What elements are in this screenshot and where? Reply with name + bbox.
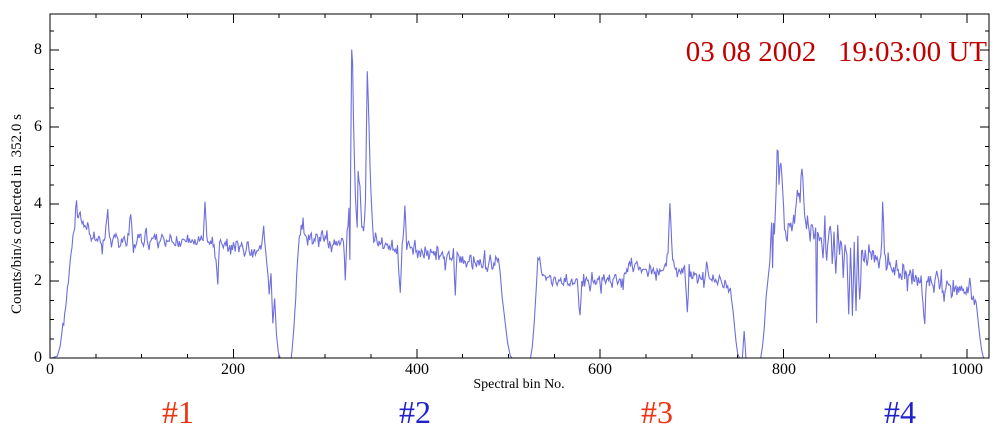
y-tick-label-6: 6 [34, 118, 42, 135]
x-tick-label-800: 800 [772, 361, 796, 378]
segment-label-4: #4 [884, 394, 916, 430]
datetime-label: 03 08 2002 19:03:00 UT [685, 36, 987, 68]
plot-frame [49, 13, 990, 359]
segment-label-3: #3 [641, 394, 673, 430]
x-tick-label-400: 400 [405, 361, 429, 378]
y-tick-label-8: 8 [34, 41, 42, 58]
y-tick-label-0: 0 [34, 349, 42, 366]
y-tick-label-4: 4 [34, 195, 42, 212]
x-axis-label: Spectral bin No. [473, 377, 565, 392]
segment-label-2: #2 [399, 394, 431, 430]
y-tick-label-2: 2 [34, 272, 42, 289]
x-tick-label-600: 600 [588, 361, 612, 378]
counts-trace [50, 49, 989, 359]
segment-label-1: #1 [162, 394, 194, 430]
x-tick-label-1000: 1000 [951, 361, 983, 378]
x-tick-label-0: 0 [46, 361, 54, 378]
x-tick-label-200: 200 [221, 361, 245, 378]
